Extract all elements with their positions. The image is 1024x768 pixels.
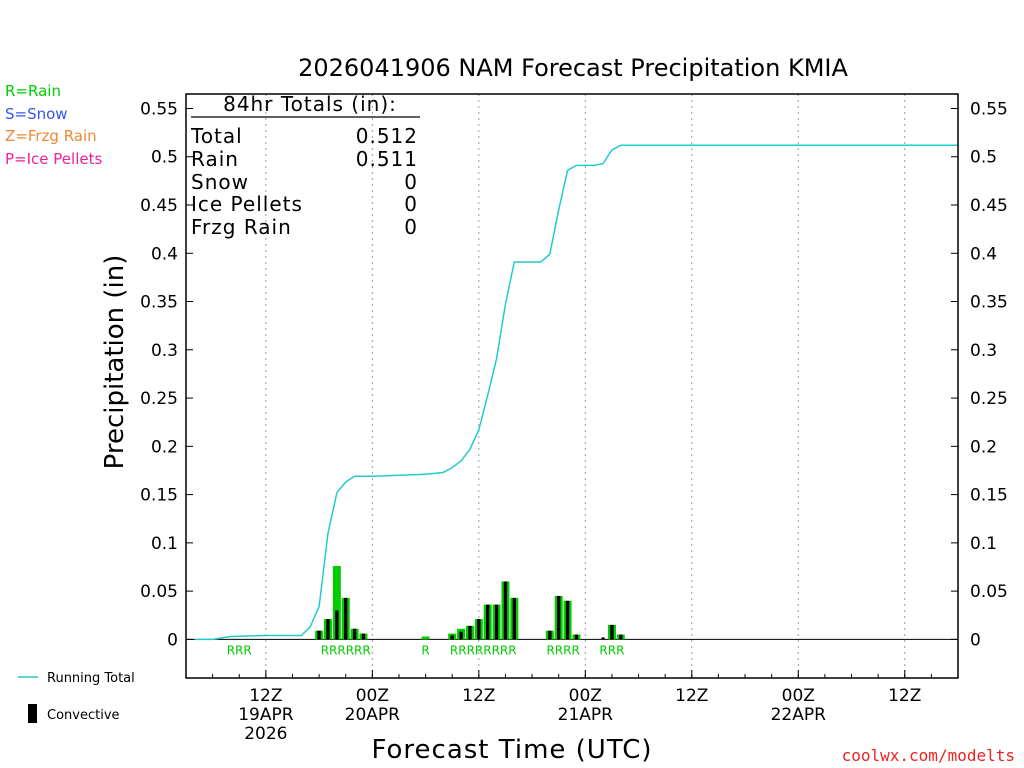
convective-bar	[494, 604, 499, 640]
legend-frzg-rain: Z=Frzg Rain	[5, 127, 97, 145]
precip-bar	[421, 636, 430, 640]
convective-bar	[619, 634, 623, 640]
convective-bar	[477, 619, 481, 640]
convective-bar	[317, 630, 321, 640]
precip-type-marker: RRRR	[546, 643, 579, 657]
frzg-rain-value: 0	[404, 215, 418, 239]
y-tick-label-right: 0.4	[970, 244, 997, 264]
plot-frame	[185, 93, 959, 679]
convective-bar	[610, 624, 614, 640]
legend-convective: Convective	[47, 708, 120, 723]
y-tick-label-right: 0.15	[970, 486, 1008, 506]
rain-label: Rain	[191, 147, 239, 171]
axes: 0 00.05 0.050.1 0.10.15 0.150.2 0.20.25 0.250.…	[140, 99, 1008, 744]
x-tick-label: 12Z	[462, 686, 495, 706]
convective-bar	[512, 597, 516, 640]
y-tick-label-right: 0.05	[970, 582, 1008, 602]
x-axis-label: Forecast Time (UTC)	[371, 735, 652, 765]
convective-bar	[601, 637, 605, 640]
convective-bar	[574, 634, 579, 640]
snow-label: Snow	[191, 170, 249, 194]
totals-box: 84hr Totals (in): Total 0.512 Rain 0.511…	[190, 92, 420, 239]
x-tick-label: 00Z	[569, 686, 602, 706]
x-tick-date: 20APR	[345, 705, 401, 725]
y-tick-label-left: 0.4	[151, 244, 178, 264]
y-tick-label-right: 0.1	[970, 534, 997, 554]
snow-value: 0	[404, 170, 418, 194]
y-tick-label-left: 0.45	[140, 196, 178, 216]
legend-rain: R=Rain	[5, 82, 61, 100]
x-tick-label: 12Z	[675, 686, 708, 706]
precip-type-marker: RRRRRRRR	[450, 643, 517, 657]
y-tick-label-left: 0.5	[151, 148, 178, 168]
total-label: Total	[190, 124, 243, 148]
convective-bar	[335, 610, 339, 640]
y-tick-label-right: 0	[970, 630, 981, 650]
totals-heading: 84hr Totals (in):	[223, 92, 397, 116]
convective-bar	[352, 628, 357, 640]
precip-type-marker: R	[421, 643, 429, 657]
ice-pellets-label: Ice Pellets	[191, 192, 303, 216]
bars-layer	[315, 566, 625, 640]
running-total-line	[194, 144, 958, 641]
y-tick-label-right: 0.3	[970, 341, 997, 361]
y-axis-label: Precipitation (in)	[100, 255, 130, 470]
x-tick-label: 12Z	[888, 686, 921, 706]
chart-title: 2026041906 NAM Forecast Precipitation KM…	[298, 54, 848, 82]
rain-value: 0.511	[356, 147, 418, 171]
convective-bar	[450, 635, 454, 640]
convective-bar	[486, 604, 490, 640]
convective-bar	[361, 633, 366, 640]
precip-type-markers: RRR RRRRRR R RRRRRRRR RRRR RRR	[227, 643, 625, 657]
x-tick-label: 00Z	[782, 686, 815, 706]
ice-pellets-value: 0	[404, 192, 418, 216]
lines-layer	[194, 144, 958, 641]
y-tick-label-left: 0.05	[140, 582, 178, 602]
y-tick-label-right: 0.55	[970, 99, 1008, 119]
credit-text: coolwx.com/modelts	[842, 746, 1015, 765]
y-tick-label-left: 0.55	[140, 99, 178, 119]
y-tick-label-right: 0.2	[970, 437, 997, 457]
convective-bar	[548, 630, 552, 640]
y-tick-label-right: 0.35	[970, 293, 1008, 313]
x-tick-label: 12Z	[249, 686, 282, 706]
convective-bar	[565, 600, 570, 640]
y-tick-label-left: 0.1	[151, 534, 178, 554]
convective-bar	[344, 597, 348, 640]
legend-running-total: Running Total	[47, 671, 135, 686]
x-tick-date: 21APR	[558, 705, 614, 725]
precip-bar	[332, 566, 341, 640]
y-tick-label-right: 0.5	[970, 148, 997, 168]
y-tick-label-left: 0.35	[140, 293, 178, 313]
y-tick-label-left: 0.2	[151, 437, 178, 457]
convective-legend-swatch	[28, 704, 37, 723]
y-tick-label-left: 0.25	[140, 389, 178, 409]
convective-bar	[468, 625, 472, 640]
y-tick-label-left: 0.3	[151, 341, 178, 361]
legend-ice-pellets: P=Ice Pellets	[5, 150, 102, 168]
x-tick-year: 2026	[244, 724, 287, 744]
convective-bar	[326, 619, 330, 640]
precip-type-marker: RRR	[599, 643, 624, 657]
convective-bar	[503, 581, 508, 640]
y-tick-label-left: 0.15	[140, 486, 178, 506]
legend-snow: S=Snow	[5, 105, 68, 123]
y-tick-label-right: 0.25	[970, 389, 1008, 409]
precip-type-marker: RRR	[227, 643, 252, 657]
convective-bar	[459, 631, 463, 640]
y-tick-label-right: 0.45	[970, 196, 1008, 216]
total-value: 0.512	[356, 124, 418, 148]
convective-bar	[557, 595, 561, 640]
x-tick-date: 19APR	[238, 705, 294, 725]
precip-type-marker: RRRRRR	[321, 643, 371, 657]
y-tick-label-left: 0	[167, 630, 178, 650]
x-tick-label: 00Z	[356, 686, 389, 706]
grid	[186, 94, 958, 678]
x-tick-date: 22APR	[771, 705, 827, 725]
frzg-rain-label: Frzg Rain	[191, 215, 292, 239]
